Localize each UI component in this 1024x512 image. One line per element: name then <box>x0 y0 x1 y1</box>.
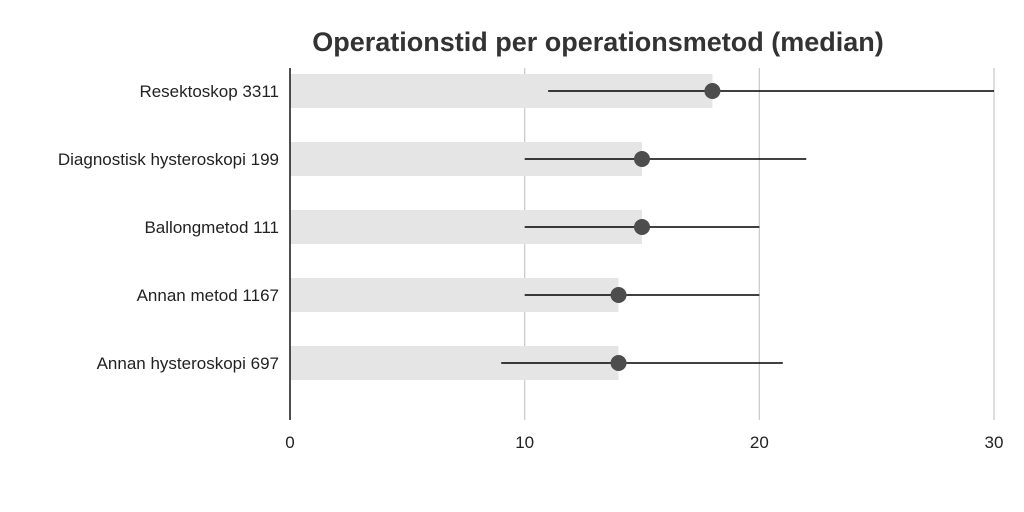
error-bars <box>501 90 994 364</box>
median-point-4 <box>610 355 627 371</box>
category-label-0: Resektoskop 3311 <box>139 82 279 101</box>
median-markers <box>610 83 721 371</box>
x-tick-label-2: 20 <box>750 433 769 452</box>
category-label-2: Ballongmetod 111 <box>144 218 279 237</box>
labels: Resektoskop 3311 Diagnostisk hysteroskopi… <box>58 82 279 373</box>
median-point-0 <box>704 83 721 99</box>
category-label-4: Annan hysteroskopi 697 <box>97 354 279 373</box>
median-point-2 <box>634 219 650 235</box>
x-tick-label-0: 0 <box>285 433 294 452</box>
category-label-3: Annan metod 1167 <box>137 286 279 305</box>
x-tick-label-3: 30 <box>985 433 1004 452</box>
category-label-1: Diagnostisk hysteroskopi 199 <box>58 150 279 169</box>
median-point-3 <box>610 287 627 303</box>
axes: 0 10 20 30 <box>285 68 1003 452</box>
median-point-1 <box>634 151 650 167</box>
chart-title: Operationstid per operationsmetod (media… <box>312 27 884 57</box>
x-tick-label-1: 10 <box>515 433 534 452</box>
